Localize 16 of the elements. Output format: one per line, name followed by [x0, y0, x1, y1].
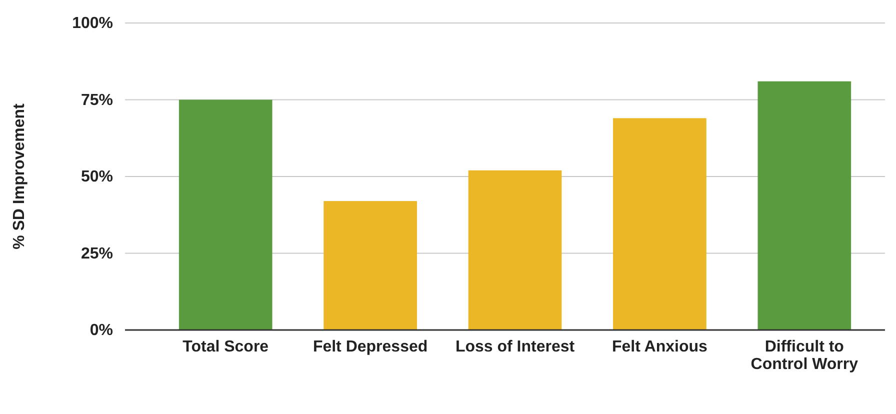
y-tick-label: 0% — [90, 322, 113, 340]
x-tick-label: Loss of Interest — [455, 338, 576, 356]
y-tick-label: 100% — [72, 15, 113, 32]
x-tick-label: Difficult to Control Worry — [750, 338, 858, 373]
x-tick-label: Felt Depressed — [312, 338, 428, 356]
x-tick-label: Total Score — [182, 338, 269, 356]
y-tick-label: 25% — [80, 245, 113, 262]
bar — [613, 118, 706, 330]
x-tick-label: Felt Anxious — [612, 338, 708, 356]
bar — [178, 100, 272, 330]
bar — [324, 201, 417, 330]
bar — [758, 81, 852, 330]
y-tick-label: 50% — [80, 168, 113, 186]
y-axis-title: % SD Improvement — [11, 102, 28, 250]
y-tick-label: 75% — [80, 92, 113, 109]
bar — [468, 170, 562, 330]
